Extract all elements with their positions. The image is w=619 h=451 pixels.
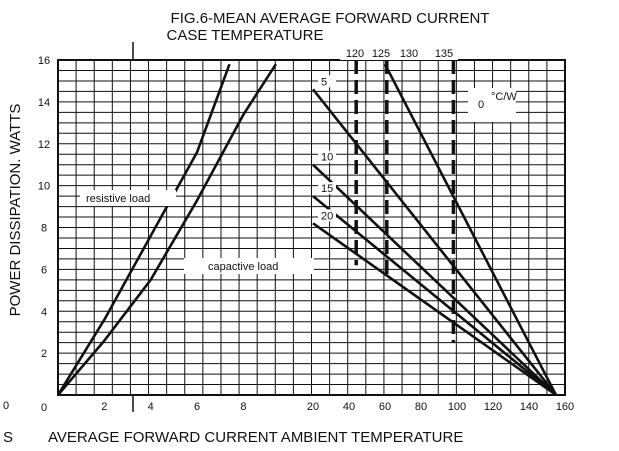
x-tick-label-right: 140 — [520, 401, 538, 413]
y-tick-label: 8 — [41, 223, 47, 235]
y-tick-label: 10 — [38, 181, 50, 193]
x-tick-label-left: 6 — [194, 401, 200, 413]
load-curve-capactive-load — [57, 63, 277, 396]
load-curve-resistive-load — [56, 63, 231, 396]
load-curves — [56, 63, 277, 396]
x-tick-label-right: 100 — [448, 401, 466, 413]
thermal-resistance-zero-label: 0 — [478, 99, 484, 111]
x-tick-labels-left: 2 4 6 8 — [101, 401, 246, 413]
thermal-label-20: 20 — [321, 210, 333, 222]
capactive-load-label: capactive load — [208, 261, 278, 273]
chart-title: FIG.6-MEAN AVERAGE FORWARD CURRENT — [171, 10, 490, 27]
case-temperature-value-labels: 120 125 130 135 — [340, 48, 458, 60]
thermal-label-15: 15 — [321, 183, 333, 195]
thermal-resistance-line-0 — [383, 63, 558, 396]
y-tick-label: 4 — [41, 306, 47, 318]
thermal-resistance-line-5 — [311, 88, 558, 396]
x-tick-label-right: 20 — [307, 401, 319, 413]
resistive-load-label-bg — [80, 190, 176, 206]
thermal-label-10: 10 — [321, 152, 333, 164]
x-axis-label-fragment: S — [3, 429, 13, 446]
thermal-resistance-line-15 — [312, 195, 557, 397]
y-tick-label: 16 — [38, 55, 50, 67]
case-labels-bg — [340, 48, 458, 60]
thermal-resistance-line-20 — [312, 222, 557, 397]
x-tick-labels-right: 20 40 60 80 100 120 140 160 — [307, 401, 574, 413]
y-tick-label: 6 — [41, 264, 47, 276]
thermal-resistance-lines — [311, 63, 558, 397]
x-tick-label-left: 8 — [240, 401, 246, 413]
x-tick-label-right: 120 — [484, 401, 502, 413]
thermal-resistance-label: 0 °C/W — [468, 88, 517, 122]
x-tick-label-right: 40 — [343, 401, 355, 413]
case-temperature-label-125: 125 — [372, 48, 390, 60]
y-tick-labels: 0 2 4 6 8 10 12 14 16 — [38, 55, 50, 414]
case-temperature-label-135: 135 — [435, 48, 453, 60]
x-axis-label: AVERAGE FORWARD CURRENT AMBIENT TEMPERAT… — [48, 429, 463, 446]
x-tick-label-right: 60 — [379, 401, 391, 413]
resistive-load-label: resistive load — [86, 193, 150, 205]
thermal-label-5: 5 — [321, 76, 327, 88]
y-tick-label: 14 — [38, 97, 50, 109]
thermal-resistance-line-10 — [312, 163, 557, 396]
y-axis-label: POWER DISSIPATION. WATTS — [7, 104, 24, 317]
case-temperature-label-120: 120 — [346, 48, 364, 60]
thermal-label-bg — [318, 75, 336, 88]
y-tick-label: 0 — [41, 402, 47, 414]
x-tick-label-left: 2 — [101, 401, 107, 413]
x-tick-label-right: 160 — [556, 401, 574, 413]
thermal-resistance-value-labels: 5 10 15 20 — [318, 75, 336, 222]
x-tick-label-left: 4 — [148, 401, 154, 413]
thermal-label-bg — [318, 209, 336, 222]
capactive-load-label-bg — [184, 258, 314, 274]
y-tick-label: 12 — [38, 139, 50, 151]
thermal-label-bg — [318, 150, 336, 163]
thermal-label-bg — [318, 182, 336, 195]
chart-subtitle: CASE TEMPERATURE — [167, 27, 324, 44]
y-tick-label: 2 — [41, 348, 47, 360]
thermal-resistance-unit-label: °C/W — [491, 91, 517, 103]
y-edge-label: 0 — [3, 400, 9, 412]
case-temperature-label-130: 130 — [400, 48, 418, 60]
x-tick-label-right: 80 — [415, 401, 427, 413]
